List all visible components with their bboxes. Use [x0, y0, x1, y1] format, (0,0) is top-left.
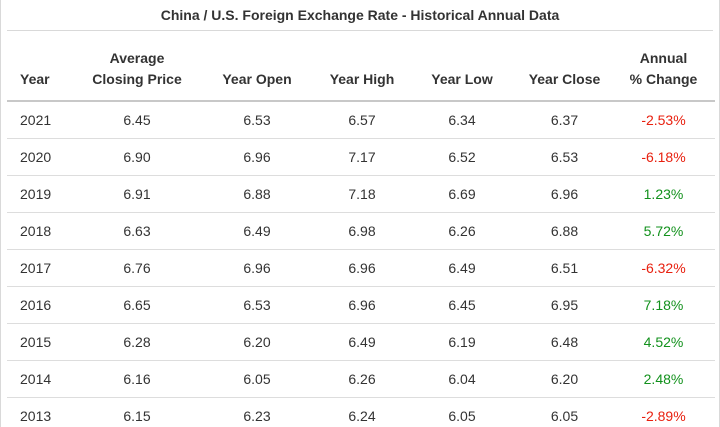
cell-year-open: 6.20 — [197, 323, 317, 361]
header-low-label: Year Low — [431, 71, 493, 87]
cell-average-closing-price: 6.90 — [77, 138, 197, 176]
cell-year-low: 6.19 — [407, 323, 517, 361]
cell-average-closing-price: 6.28 — [77, 323, 197, 361]
cell-year-open: 6.96 — [197, 138, 317, 176]
table-row: 2019 6.91 6.88 7.18 6.69 6.96 1.23% — [7, 175, 715, 213]
cell-year-high: 6.96 — [317, 286, 407, 324]
cell-year-low: 6.52 — [407, 138, 517, 176]
header-year-close: Year Close — [517, 31, 612, 102]
cell-year-open: 6.49 — [197, 212, 317, 250]
exchange-rate-table: Year Average Closing Price Year Open Year… — [7, 31, 715, 427]
cell-average-closing-price: 6.91 — [77, 175, 197, 213]
table-title: China / U.S. Foreign Exchange Rate - His… — [7, 0, 713, 31]
cell-year: 2015 — [7, 323, 77, 361]
cell-average-closing-price: 6.63 — [77, 212, 197, 250]
cell-annual-change: 4.52% — [612, 323, 715, 361]
header-open-label: Year Open — [222, 71, 292, 87]
cell-year-close: 6.20 — [517, 360, 612, 398]
cell-year-high: 6.26 — [317, 360, 407, 398]
cell-average-closing-price: 6.16 — [77, 360, 197, 398]
cell-average-closing-price: 6.45 — [77, 101, 197, 139]
header-avg-line1: Average — [109, 50, 165, 66]
cell-year-open: 6.53 — [197, 286, 317, 324]
cell-year: 2021 — [7, 101, 77, 139]
header-year-high: Year High — [317, 31, 407, 102]
cell-year-close: 6.51 — [517, 249, 612, 287]
table-row: 2017 6.76 6.96 6.96 6.49 6.51 -6.32% — [7, 249, 715, 287]
cell-average-closing-price: 6.76 — [77, 249, 197, 287]
header-avg-line2: Closing Price — [92, 71, 182, 87]
header-year-open: Year Open — [197, 31, 317, 102]
cell-year: 2019 — [7, 175, 77, 213]
header-annual-change: Annual % Change — [612, 31, 715, 102]
cell-year-high: 6.96 — [317, 249, 407, 287]
cell-year-close: 6.53 — [517, 138, 612, 176]
table-row: 2016 6.65 6.53 6.96 6.45 6.95 7.18% — [7, 286, 715, 324]
cell-year-open: 6.23 — [197, 397, 317, 427]
cell-year-low: 6.34 — [407, 101, 517, 139]
cell-year-low: 6.45 — [407, 286, 517, 324]
cell-annual-change: -6.32% — [612, 249, 715, 287]
header-high-label: Year High — [329, 71, 395, 87]
cell-average-closing-price: 6.65 — [77, 286, 197, 324]
cell-year-high: 6.98 — [317, 212, 407, 250]
cell-year-close: 6.37 — [517, 101, 612, 139]
cell-year-close: 6.88 — [517, 212, 612, 250]
cell-year-high: 7.18 — [317, 175, 407, 213]
header-year-low: Year Low — [407, 31, 517, 102]
header-average-closing-price: Average Closing Price — [77, 31, 197, 102]
cell-year-high: 7.17 — [317, 138, 407, 176]
cell-year-high: 6.49 — [317, 323, 407, 361]
header-year: Year — [7, 31, 77, 102]
cell-annual-change: 2.48% — [612, 360, 715, 398]
cell-year-open: 6.05 — [197, 360, 317, 398]
cell-year-open: 6.88 — [197, 175, 317, 213]
cell-year-open: 6.53 — [197, 101, 317, 139]
cell-year: 2014 — [7, 360, 77, 398]
cell-annual-change: 5.72% — [612, 212, 715, 250]
cell-year-open: 6.96 — [197, 249, 317, 287]
table-row: 2013 6.15 6.23 6.24 6.05 6.05 -2.89% — [7, 397, 715, 427]
header-row: Year Average Closing Price Year Open Year… — [7, 31, 715, 102]
table-row: 2014 6.16 6.05 6.26 6.04 6.20 2.48% — [7, 360, 715, 398]
cell-year: 2018 — [7, 212, 77, 250]
cell-average-closing-price: 6.15 — [77, 397, 197, 427]
cell-year: 2020 — [7, 138, 77, 176]
cell-year: 2017 — [7, 249, 77, 287]
cell-year-low: 6.04 — [407, 360, 517, 398]
cell-year-low: 6.05 — [407, 397, 517, 427]
cell-year: 2016 — [7, 286, 77, 324]
header-close-label: Year Close — [528, 71, 601, 87]
table-row: 2018 6.63 6.49 6.98 6.26 6.88 5.72% — [7, 212, 715, 250]
header-chg-line2: % Change — [629, 71, 698, 87]
cell-year-low: 6.49 — [407, 249, 517, 287]
table-row: 2021 6.45 6.53 6.57 6.34 6.37 -2.53% — [7, 101, 715, 139]
table-row: 2020 6.90 6.96 7.17 6.52 6.53 -6.18% — [7, 138, 715, 176]
cell-annual-change: 1.23% — [612, 175, 715, 213]
header-chg-line1: Annual — [639, 50, 688, 66]
cell-year-high: 6.57 — [317, 101, 407, 139]
cell-year-close: 6.48 — [517, 323, 612, 361]
cell-annual-change: -6.18% — [612, 138, 715, 176]
table-row: 2015 6.28 6.20 6.49 6.19 6.48 4.52% — [7, 323, 715, 361]
cell-year-close: 6.05 — [517, 397, 612, 427]
cell-annual-change: -2.53% — [612, 101, 715, 139]
cell-year-low: 6.26 — [407, 212, 517, 250]
cell-year-low: 6.69 — [407, 175, 517, 213]
cell-year-high: 6.24 — [317, 397, 407, 427]
cell-year-close: 6.96 — [517, 175, 612, 213]
cell-year-close: 6.95 — [517, 286, 612, 324]
cell-annual-change: -2.89% — [612, 397, 715, 427]
cell-annual-change: 7.18% — [612, 286, 715, 324]
cell-year: 2013 — [7, 397, 77, 427]
header-year-label: Year — [20, 71, 50, 87]
